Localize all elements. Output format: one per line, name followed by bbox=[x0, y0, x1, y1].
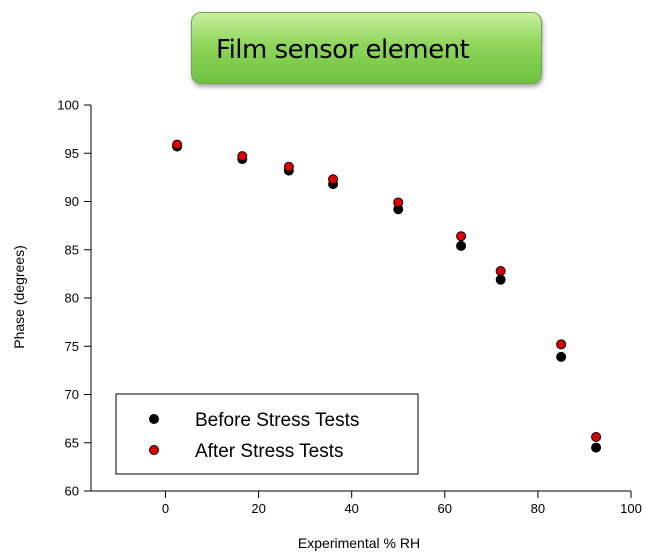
data-point-after bbox=[556, 339, 567, 350]
data-points bbox=[172, 139, 602, 453]
legend-label-after: After Stress Tests bbox=[195, 441, 344, 462]
y-tick-label: 90 bbox=[65, 194, 79, 209]
data-point-after bbox=[283, 161, 294, 172]
x-tick-label: 0 bbox=[162, 501, 169, 516]
data-point-after bbox=[172, 139, 183, 150]
data-point-after bbox=[495, 265, 506, 276]
legend-label-before: Before Stress Tests bbox=[195, 410, 359, 431]
data-point-after bbox=[456, 231, 467, 242]
x-tick-label: 100 bbox=[620, 501, 642, 516]
legend-box bbox=[115, 393, 419, 475]
y-tick-label: 85 bbox=[65, 242, 79, 257]
y-axis-title: Phase (degrees) bbox=[11, 245, 27, 349]
x-tick-label: 20 bbox=[251, 501, 265, 516]
x-tick-label: 40 bbox=[344, 501, 358, 516]
y-tick-label: 75 bbox=[65, 339, 79, 354]
y-tick-label: 65 bbox=[65, 435, 79, 450]
x-tick-label: 80 bbox=[531, 501, 545, 516]
y-axis-ticks: 60 65 70 75 80 85 90 95 100 bbox=[57, 98, 91, 499]
x-axis-title: Experimental % RH bbox=[298, 535, 420, 551]
x-axis-ticks: 0 20 40 60 80 100 bbox=[162, 491, 642, 516]
y-tick-label: 70 bbox=[65, 387, 79, 402]
y-tick-label: 100 bbox=[57, 98, 79, 113]
data-point-after bbox=[237, 151, 248, 162]
data-point-after bbox=[393, 197, 404, 208]
data-point-before bbox=[495, 274, 506, 285]
data-point-before bbox=[556, 351, 567, 362]
title-banner: Film sensor element bbox=[191, 12, 542, 84]
data-point-after bbox=[328, 174, 339, 185]
data-point-before bbox=[591, 442, 602, 453]
y-tick-label: 80 bbox=[65, 291, 79, 306]
legend-marker-before bbox=[149, 414, 159, 424]
banner-title: Film sensor element bbox=[216, 35, 470, 65]
data-point-before bbox=[456, 240, 467, 251]
y-tick-label: 95 bbox=[65, 146, 79, 161]
data-point-after bbox=[591, 431, 602, 442]
legend: Before Stress Tests After Stress Tests bbox=[115, 393, 419, 475]
y-tick-label: 60 bbox=[65, 484, 79, 499]
x-tick-label: 60 bbox=[438, 501, 452, 516]
legend-marker-after bbox=[149, 445, 159, 455]
